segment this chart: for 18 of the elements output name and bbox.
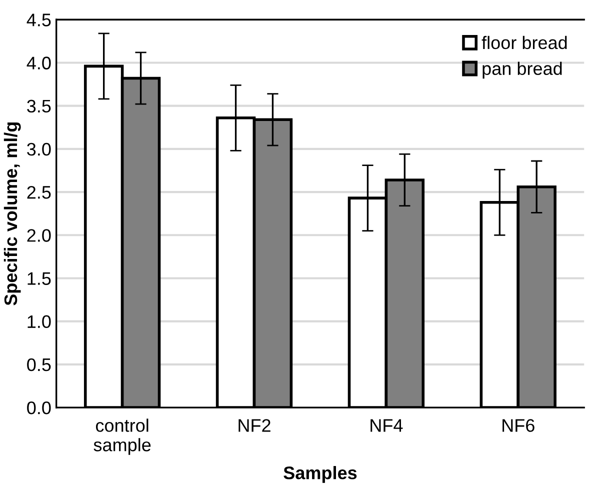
y-tick-label: 4.5 — [26, 14, 51, 26]
x-axis-title: Samples — [284, 466, 357, 483]
x-tick-label: control sample — [94, 418, 151, 455]
y-tick-label: 2.0 — [27, 229, 51, 242]
legend-label: pan bread — [482, 62, 562, 79]
y-tick-label: 3.0 — [27, 142, 51, 156]
legend-label: floor bread — [482, 36, 567, 50]
y-axis-title: Specific volume, ml/g — [4, 122, 21, 306]
y-tick-label: 1.0 — [28, 315, 51, 328]
y-tick-label: 4.0 — [26, 56, 51, 70]
y-tick-label: 3.5 — [27, 100, 51, 113]
x-tick-label: NF4 — [370, 419, 403, 432]
x-tick-label: NF6 — [502, 419, 534, 432]
y-tick-label: 0.5 — [27, 358, 51, 372]
y-tick-label: 1.5 — [28, 272, 51, 285]
x-tick-label: NF2 — [238, 419, 270, 432]
y-tick-label: 0.0 — [27, 401, 51, 414]
y-tick-label: 2.5 — [27, 186, 51, 199]
